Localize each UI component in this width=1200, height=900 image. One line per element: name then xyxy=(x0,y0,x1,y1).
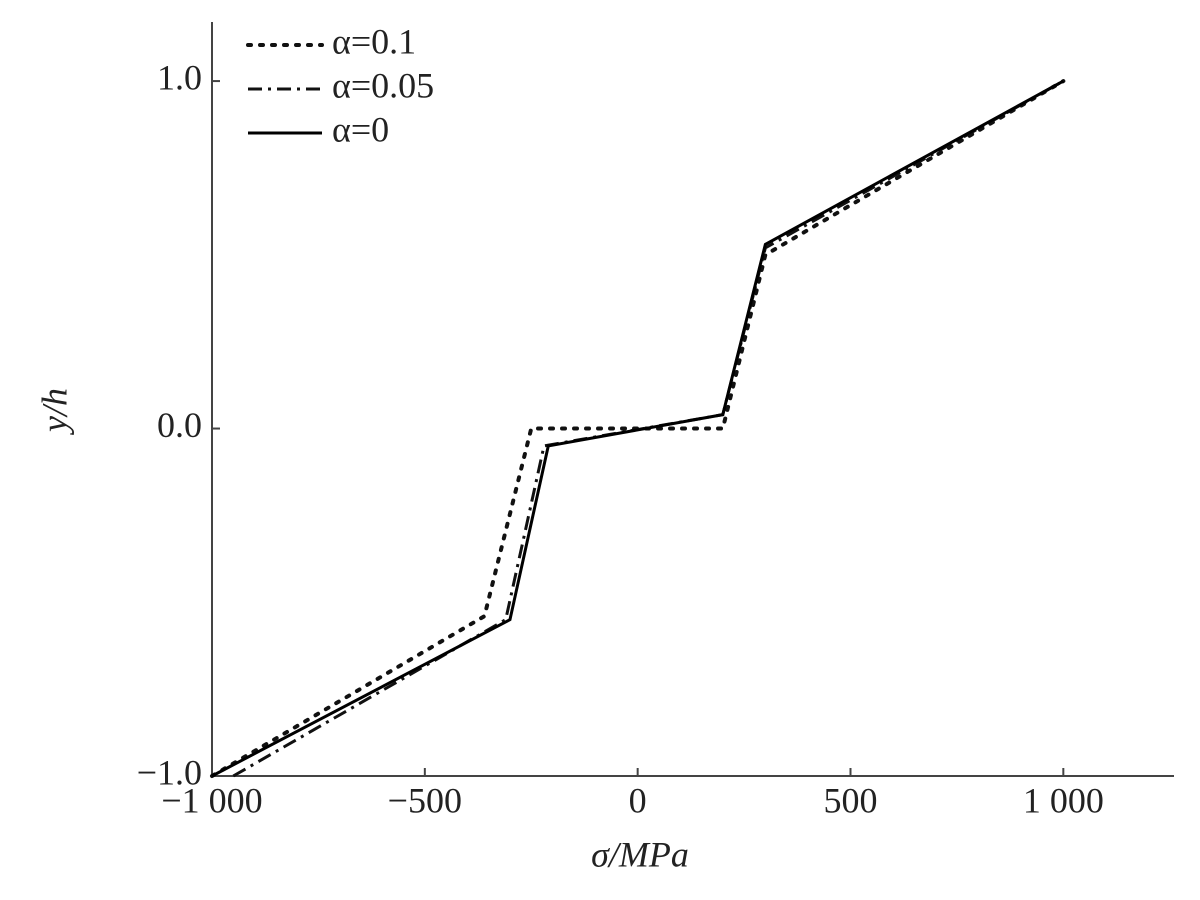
legend-label: α=0.1 xyxy=(332,21,416,61)
y-tick-label: 1.0 xyxy=(157,57,202,97)
line-series xyxy=(210,79,1066,778)
line-series xyxy=(211,79,1065,778)
x-tick-label: −1 000 xyxy=(161,780,262,820)
y-tick-label: −1.0 xyxy=(137,752,202,792)
x-axis-label: σ/MPa xyxy=(591,834,689,874)
legend-label: α=0.05 xyxy=(332,65,434,105)
x-tick-label: 0 xyxy=(629,780,647,820)
x-tick-label: 1 000 xyxy=(1023,780,1104,820)
y-axis-label: y/h xyxy=(34,388,74,435)
x-tick-label: 500 xyxy=(823,780,877,820)
y-tick-label: 0.0 xyxy=(157,405,202,445)
legend-label: α=0 xyxy=(332,109,389,149)
x-tick-label: −500 xyxy=(388,780,462,820)
